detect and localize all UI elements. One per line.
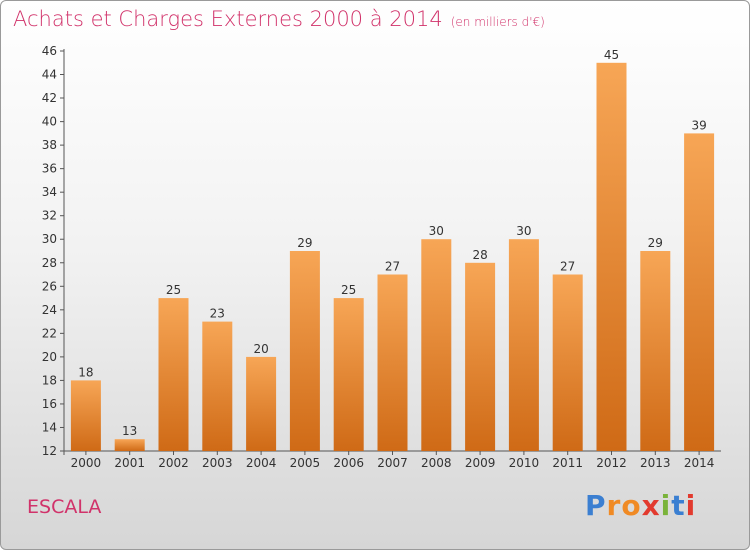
y-tick-label: 20 xyxy=(42,350,57,364)
x-tick-label: 2003 xyxy=(202,456,233,470)
bar-2007 xyxy=(377,274,408,451)
y-tick-label: 14 xyxy=(42,420,57,434)
bar-2001 xyxy=(114,439,145,451)
bar-2012 xyxy=(596,62,627,452)
logo-letter: i xyxy=(660,489,672,522)
bar-value-label: 23 xyxy=(210,307,225,321)
y-tick-label: 32 xyxy=(42,209,57,223)
x-tick-label: 2011 xyxy=(552,456,583,470)
x-tick-label: 2005 xyxy=(290,456,321,470)
bar-2009 xyxy=(465,262,496,451)
y-tick-label: 36 xyxy=(42,162,57,176)
bar-2004 xyxy=(246,356,277,451)
x-tick-label: 2006 xyxy=(333,456,364,470)
y-tick-label: 12 xyxy=(42,444,57,458)
bar-value-label: 30 xyxy=(516,224,531,238)
bar-value-label: 39 xyxy=(691,118,706,132)
bar-value-label: 28 xyxy=(472,248,487,262)
y-tick-label: 40 xyxy=(42,115,57,129)
x-tick-label: 2002 xyxy=(158,456,189,470)
x-tick-label: 2009 xyxy=(465,456,496,470)
x-tick-label: 2014 xyxy=(684,456,715,470)
bar-2014 xyxy=(684,133,715,451)
logo-letter: r xyxy=(606,489,622,522)
bar-2011 xyxy=(552,274,583,451)
chart-title-line: Achats et Charges Externes 2000 à 2014 (e… xyxy=(13,7,545,31)
bar-value-label: 13 xyxy=(122,424,137,438)
bar-2005 xyxy=(289,251,320,451)
bar-value-label: 25 xyxy=(166,283,181,297)
y-tick-label: 16 xyxy=(42,397,57,411)
chart-subtitle: (en milliers d'€) xyxy=(450,15,545,29)
bar-2006 xyxy=(333,298,364,451)
y-tick-label: 34 xyxy=(42,185,57,199)
y-tick-label: 42 xyxy=(42,91,57,105)
y-tick-label: 18 xyxy=(42,373,57,387)
bar-value-label: 20 xyxy=(253,342,268,356)
bar-value-label: 18 xyxy=(78,365,93,379)
bar-value-label: 27 xyxy=(385,260,400,274)
x-tick-label: 2007 xyxy=(377,456,408,470)
logo-letter: P xyxy=(585,489,607,522)
y-tick-label: 26 xyxy=(42,279,57,293)
logo-letter: t xyxy=(671,489,686,522)
logo-letter: o xyxy=(621,489,642,522)
proxiti-logo[interactable]: Proxiti xyxy=(585,489,696,522)
x-tick-label: 2010 xyxy=(509,456,540,470)
y-tick-label: 46 xyxy=(42,44,57,58)
bar-value-label: 25 xyxy=(341,283,356,297)
chart-title: Achats et Charges Externes 2000 à 2014 xyxy=(13,7,443,31)
y-tick-label: 28 xyxy=(42,256,57,270)
x-tick-label: 2008 xyxy=(421,456,452,470)
bar-2013 xyxy=(640,251,671,451)
logo-letter: i xyxy=(685,489,697,522)
x-tick-label: 2012 xyxy=(596,456,627,470)
bar-value-label: 27 xyxy=(560,260,575,274)
logo-letter: x xyxy=(641,489,661,522)
y-tick-label: 38 xyxy=(42,138,57,152)
x-tick-label: 2013 xyxy=(640,456,671,470)
bar-2002 xyxy=(158,298,189,451)
bar-2000 xyxy=(70,380,101,451)
bar-2003 xyxy=(202,321,233,451)
y-tick-label: 44 xyxy=(42,68,57,82)
bar-value-label: 30 xyxy=(429,224,444,238)
y-tick-label: 24 xyxy=(42,303,57,317)
bar-2008 xyxy=(421,239,452,451)
bar-2010 xyxy=(508,239,539,451)
place-name: ESCALA xyxy=(27,496,102,518)
y-tick-label: 30 xyxy=(42,232,57,246)
y-tick-label: 22 xyxy=(42,326,57,340)
bar-value-label: 45 xyxy=(604,48,619,62)
bar-value-label: 29 xyxy=(297,236,312,250)
x-tick-label: 2001 xyxy=(114,456,145,470)
x-tick-label: 2004 xyxy=(246,456,277,470)
x-tick-label: 2000 xyxy=(71,456,102,470)
bar-value-label: 29 xyxy=(648,236,663,250)
